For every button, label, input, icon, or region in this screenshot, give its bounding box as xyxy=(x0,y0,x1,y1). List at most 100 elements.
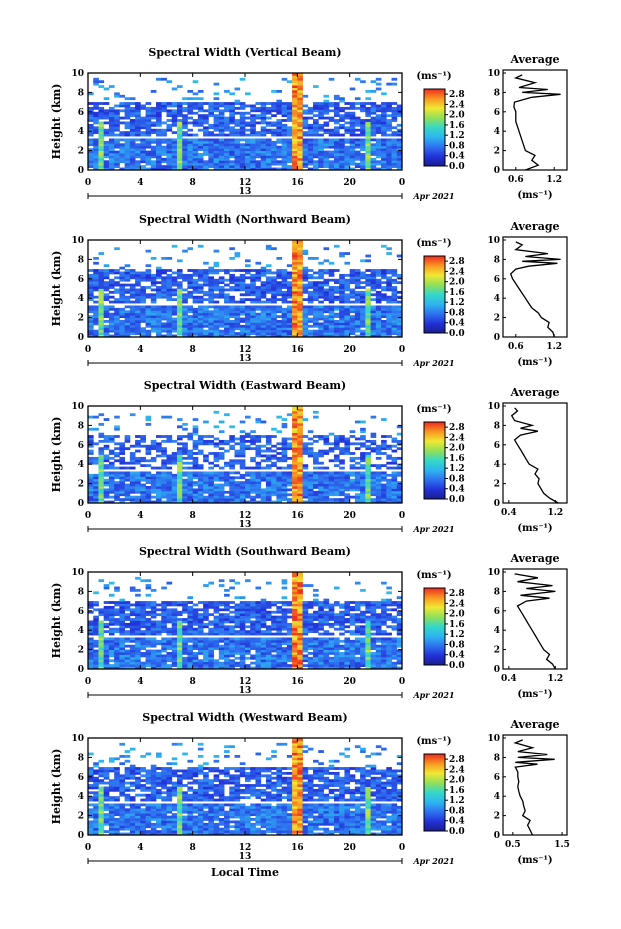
heatmap-cell xyxy=(171,271,178,275)
heatmap-cell xyxy=(302,493,309,497)
heatmap-cell xyxy=(166,119,173,122)
heatmap-cell xyxy=(150,121,157,125)
heatmap-cell xyxy=(176,661,183,665)
heatmap-cell xyxy=(129,305,136,309)
heatmap-cell xyxy=(166,610,173,614)
heatmap-cell xyxy=(182,140,188,144)
heatmap-cell xyxy=(297,247,303,251)
heatmap-cell xyxy=(98,153,105,156)
heatmap-cell xyxy=(297,444,303,448)
heatmap-cell xyxy=(245,334,251,338)
heatmap-cell xyxy=(166,273,173,277)
heatmap-cell xyxy=(150,476,157,480)
heatmap-cell xyxy=(166,478,173,482)
heatmap-cell xyxy=(313,498,319,501)
heatmap-cell xyxy=(333,312,340,316)
heatmap-cell xyxy=(93,483,99,487)
heatmap-cell xyxy=(360,121,366,125)
heatmap-cell xyxy=(150,298,157,302)
heatmap-cell xyxy=(360,131,366,135)
heatmap-cell xyxy=(260,449,267,453)
heatmap-cell xyxy=(135,305,141,309)
heatmap-cell xyxy=(354,320,361,323)
heatmap-cell xyxy=(349,269,356,272)
heatmap-cell xyxy=(187,167,194,171)
heatmap-cell xyxy=(318,150,324,154)
heatmap-cell xyxy=(375,104,382,108)
heatmap-cell xyxy=(381,102,387,105)
heatmap-cell xyxy=(313,332,319,335)
heatmap-cell xyxy=(375,481,382,484)
heatmap-cell xyxy=(391,307,398,311)
heatmap-cell xyxy=(229,476,235,480)
heatmap-cell xyxy=(98,447,105,451)
heatmap-cell xyxy=(396,106,403,110)
heatmap-cell xyxy=(265,116,272,120)
heatmap-cell xyxy=(197,495,204,499)
heatmap-cell xyxy=(135,160,141,164)
heatmap-cell xyxy=(307,155,314,159)
heatmap-cell xyxy=(88,664,94,667)
heatmap-cell xyxy=(218,471,225,475)
heatmap-cell xyxy=(265,143,272,147)
heatmap-cell xyxy=(239,138,246,142)
heatmap-cell xyxy=(119,295,126,299)
heatmap-cell xyxy=(292,276,298,280)
heatmap-cell xyxy=(344,165,351,168)
heatmap-cell xyxy=(365,162,371,166)
heatmap-cell xyxy=(161,305,167,309)
heatmap-cell xyxy=(145,654,152,658)
heatmap-cell xyxy=(166,102,173,105)
heatmap-cell xyxy=(114,165,120,168)
heatmap-cell xyxy=(213,150,220,154)
heatmap-cell xyxy=(171,439,178,443)
heatmap-cell xyxy=(161,439,167,443)
heatmap-cell xyxy=(260,128,267,132)
heatmap-cell xyxy=(386,269,392,272)
heatmap-cell xyxy=(307,116,314,120)
heatmap-cell xyxy=(93,608,99,612)
heatmap-cell xyxy=(229,165,235,168)
heatmap-cell xyxy=(339,286,345,289)
heatmap-cell xyxy=(276,490,283,494)
heatmap-cell xyxy=(124,488,131,492)
heatmap-cell xyxy=(365,454,371,458)
heatmap-cell xyxy=(129,312,136,316)
heatmap-cell xyxy=(339,466,345,470)
heatmap-cell xyxy=(88,435,94,438)
heatmap-cell xyxy=(114,481,120,484)
heatmap-cell xyxy=(124,114,131,118)
heatmap-cell xyxy=(281,153,288,156)
heatmap-cell xyxy=(328,449,335,453)
heatmap-cell xyxy=(108,111,115,115)
heatmap-cell xyxy=(245,473,251,477)
heatmap-cell xyxy=(396,150,403,154)
heatmap-cell xyxy=(281,437,288,441)
heatmap-cell xyxy=(197,439,204,443)
heatmap-cell xyxy=(224,490,230,494)
heatmap-cell xyxy=(292,303,298,306)
heatmap-cell xyxy=(93,111,99,115)
heatmap-cell xyxy=(98,473,105,477)
heatmap-cell xyxy=(129,620,136,624)
heatmap-cell xyxy=(103,327,110,331)
heatmap-cell xyxy=(381,165,387,168)
heatmap-cell xyxy=(98,143,105,147)
heatmap-cell xyxy=(344,500,351,504)
heatmap-cell xyxy=(307,269,314,272)
heatmap-cell xyxy=(344,148,351,151)
heatmap-cell xyxy=(197,295,204,299)
heatmap-cell xyxy=(182,148,188,151)
heatmap-cell xyxy=(386,153,392,156)
heatmap-cell xyxy=(307,493,314,497)
heatmap-cell xyxy=(318,334,324,338)
heatmap-cell xyxy=(370,153,377,156)
heatmap-cell xyxy=(140,119,146,122)
heatmap-cell xyxy=(333,102,340,105)
heatmap-cell xyxy=(208,295,214,299)
heatmap-cell xyxy=(218,288,225,292)
heatmap-cell xyxy=(276,269,283,272)
heatmap-cell xyxy=(370,143,377,147)
heatmap-cell xyxy=(156,102,162,105)
average-title: Average xyxy=(509,53,559,66)
